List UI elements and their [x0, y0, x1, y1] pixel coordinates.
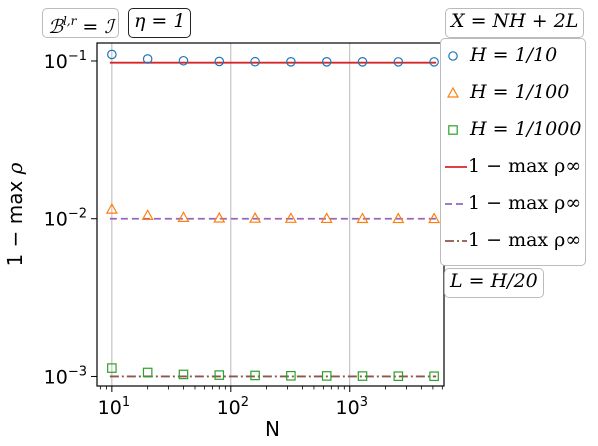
data-point-triangle: [392, 212, 405, 224]
eta-annotation-text: η = 1: [134, 10, 186, 32]
axes-frame: [96, 42, 445, 387]
data-point-triangle: [141, 209, 154, 220]
data-point-square: [250, 370, 260, 381]
data-point-square: [107, 363, 117, 373]
data-point-square: [321, 371, 332, 381]
legend-item: H = 1/100: [441, 78, 587, 108]
legend-label: H = 1/1000: [470, 118, 582, 140]
data-point-square: [178, 369, 189, 380]
x-tick-label: 101: [98, 395, 130, 419]
legend-marker-triangle: [446, 86, 460, 98]
data-point-square: [393, 371, 404, 381]
data-point-triangle: [105, 202, 118, 214]
data-point-square: [286, 370, 296, 381]
legend-swatch: [445, 166, 467, 168]
data-point-circle: [393, 57, 404, 67]
legend-label: 1 − max ρ∞: [468, 229, 582, 251]
l-definition-annotation: L = H/20: [444, 268, 544, 298]
data-point-circle: [214, 56, 225, 67]
data-point-triangle: [213, 211, 226, 223]
x-definition-annotation: X = NH + 2L: [445, 8, 585, 38]
data-point-triangle: [249, 211, 262, 223]
legend: H = 1/10 H = 1/100 H = 1/1000 1 − max ρ∞ 1 −…: [440, 38, 586, 266]
l-definition-text: L = H/20: [450, 270, 538, 292]
data-point-square: [357, 371, 368, 381]
data-point-triangle: [284, 212, 297, 223]
y-tick-label: 10−2: [44, 207, 87, 231]
data-point-triangle: [428, 212, 441, 224]
legend-item: 1 − max ρ∞: [441, 226, 587, 256]
data-markers: [105, 49, 441, 382]
axis-ticks: 101 102 103 10−1 10−2 10−3: [44, 49, 443, 419]
legend-marker-circle: [448, 51, 458, 61]
data-point-circle: [286, 57, 296, 67]
data-point-square: [142, 367, 153, 378]
data-point-triangle: [356, 212, 369, 224]
y-tick-label: 10−1: [44, 49, 87, 73]
data-point-circle: [429, 57, 439, 67]
legend-swatch: [445, 203, 467, 205]
data-point-square: [429, 371, 439, 382]
legend-item: 1 − max ρ∞: [441, 189, 587, 219]
legend-label: H = 1/10: [470, 44, 558, 66]
y-tick-label: 10−3: [44, 364, 87, 388]
data-point-circle: [178, 55, 189, 66]
x-tick-label: 103: [336, 395, 368, 419]
legend-item: H = 1/1000: [441, 115, 587, 145]
data-point-circle: [321, 57, 332, 67]
data-point-circle: [250, 56, 260, 67]
y-axis-label: 1 − max ρ: [3, 162, 27, 266]
grid-lines: [111, 43, 351, 386]
legend-label: 1 − max ρ∞: [468, 155, 582, 177]
legend-swatch: [445, 240, 467, 242]
boundary-annotation: ℬl,r = ℐ: [42, 8, 120, 38]
data-point-circle: [142, 54, 153, 64]
legend-marker-square: [448, 125, 458, 135]
x-definition-text: X = NH + 2L: [451, 10, 579, 32]
data-point-circle: [357, 57, 368, 67]
data-point-square: [214, 370, 225, 380]
x-axis-label: N: [265, 417, 280, 441]
data-point-circle: [107, 49, 117, 60]
legend-swatch: [448, 51, 458, 61]
data-point-triangle: [177, 211, 190, 222]
data-point-triangle: [320, 212, 333, 224]
boundary-annotation-text: ℬl,r = ℐ: [48, 14, 114, 38]
legend-item: 1 − max ρ∞: [441, 152, 587, 182]
reference-lines: [109, 61, 437, 378]
legend-swatch: [448, 125, 458, 135]
legend-label: 1 − max ρ∞: [468, 192, 582, 214]
legend-swatch: [446, 86, 460, 98]
legend-label: H = 1/100: [470, 81, 570, 103]
x-tick-label: 102: [217, 395, 249, 419]
legend-item: H = 1/10: [441, 41, 587, 71]
eta-annotation: η = 1: [128, 8, 192, 38]
